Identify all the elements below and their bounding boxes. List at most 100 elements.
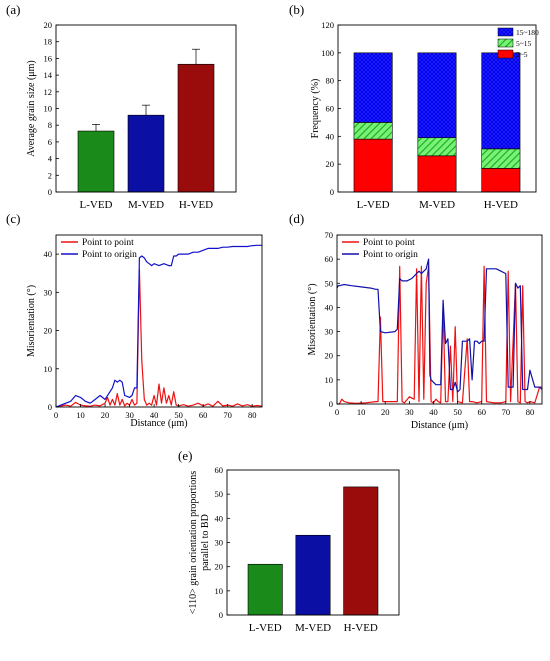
x-tick-label: 10 bbox=[76, 410, 85, 420]
x-category-label: M-VED bbox=[419, 199, 455, 211]
series-line-0 bbox=[55, 268, 263, 408]
y-axis-label: Misorientation (°) bbox=[307, 283, 318, 355]
y-tick-label: 0 bbox=[48, 187, 52, 197]
stack-segment bbox=[417, 155, 457, 193]
y-axis-label: Misorientation (°) bbox=[26, 285, 37, 357]
plot-frame bbox=[55, 234, 263, 408]
y-tick-label: 2 bbox=[48, 170, 52, 180]
x-tick-label: 0 bbox=[54, 410, 58, 420]
y-tick-label: 30 bbox=[325, 327, 334, 337]
panel-label: (e) bbox=[178, 448, 192, 463]
legend-label: Point to point bbox=[363, 238, 415, 248]
panel-label: (c) bbox=[6, 211, 20, 226]
y-tick-label: 20 bbox=[44, 326, 53, 336]
y-tick-label: 40 bbox=[44, 249, 53, 259]
legend-label: Point to origin bbox=[82, 250, 137, 260]
x-category-label: H-VED bbox=[179, 199, 213, 211]
x-tick-label: 50 bbox=[453, 407, 462, 417]
legend-label: Point to origin bbox=[363, 250, 418, 260]
y-axis-label-line: parallel to BD bbox=[200, 514, 211, 571]
y-tick-label: 50 bbox=[325, 278, 334, 288]
series-line-1 bbox=[336, 258, 543, 393]
x-tick-label: 60 bbox=[199, 410, 208, 420]
y-tick-label: 50 bbox=[215, 489, 224, 499]
bar-m-ved bbox=[295, 534, 331, 616]
stack-segment bbox=[417, 137, 457, 157]
y-tick-label: 0 bbox=[330, 187, 334, 197]
bar-h-ved bbox=[177, 63, 215, 193]
bar-m-ved bbox=[127, 114, 165, 193]
bar-l-ved bbox=[77, 130, 115, 193]
legend-label: 5~15 bbox=[516, 39, 532, 48]
x-tick-label: 70 bbox=[223, 410, 232, 420]
y-tick-label: 16 bbox=[44, 53, 53, 63]
x-tick-label: 40 bbox=[150, 410, 159, 420]
y-tick-label: 6 bbox=[48, 137, 52, 147]
x-tick-label: 30 bbox=[405, 407, 414, 417]
y-tick-label: 20 bbox=[44, 20, 53, 30]
y-tick-label: 18 bbox=[44, 37, 53, 47]
y-tick-label: 8 bbox=[48, 120, 52, 130]
panel-a: (a) 0 2 4 6 8 10 12 14 16 18 20 L-VED M-VED H-VED Avera… bbox=[6, 2, 237, 211]
legend-swatch bbox=[497, 38, 514, 48]
x-tick-label: 20 bbox=[101, 410, 110, 420]
y-tick-label: 60 bbox=[325, 254, 334, 264]
legend-label: 2~5 bbox=[516, 50, 528, 59]
y-tick-label: 10 bbox=[215, 586, 224, 596]
y-axis-label-line: <110> grain orientation proportions bbox=[188, 471, 199, 614]
panel-d: (d) 0 10 20 30 40 50 60 70 0 10 20 30 40 50 60 70 80 Dista… bbox=[289, 211, 543, 431]
x-tick-label: 30 bbox=[125, 410, 134, 420]
y-tick-label: 40 bbox=[326, 131, 335, 141]
legend-label: Point to point bbox=[82, 238, 134, 248]
stack-segment bbox=[481, 52, 521, 150]
y-tick-label: 80 bbox=[326, 76, 335, 86]
y-tick-label: 12 bbox=[44, 87, 53, 97]
x-category-label: M-VED bbox=[295, 622, 331, 634]
x-tick-label: 10 bbox=[357, 407, 366, 417]
x-tick-label: 50 bbox=[174, 410, 183, 420]
y-tick-label: 14 bbox=[44, 70, 53, 80]
y-tick-label: 20 bbox=[325, 351, 334, 361]
panel-label: (a) bbox=[6, 2, 20, 17]
y-tick-label: 120 bbox=[321, 20, 334, 30]
x-tick-label: 70 bbox=[502, 407, 511, 417]
y-tick-label: 0 bbox=[219, 610, 223, 620]
x-tick-label: 40 bbox=[429, 407, 438, 417]
y-tick-label: 20 bbox=[326, 159, 335, 169]
panel-c: (c) 0 10 20 30 40 0 10 20 30 40 50 60 70 80 Distance (μ… bbox=[6, 211, 263, 429]
stack-segment bbox=[481, 168, 521, 193]
x-tick-label: 60 bbox=[477, 407, 486, 417]
y-tick-label: 30 bbox=[215, 538, 224, 548]
x-tick-label: 80 bbox=[248, 410, 257, 420]
x-category-label: L-VED bbox=[249, 622, 282, 634]
y-axis-label: Average grain size (μm) bbox=[26, 60, 37, 157]
bar-l-ved bbox=[247, 563, 283, 616]
x-tick-label: 0 bbox=[335, 407, 339, 417]
y-tick-label: 30 bbox=[44, 287, 53, 297]
x-category-label: L-VED bbox=[357, 199, 390, 211]
x-category-label: L-VED bbox=[80, 199, 113, 211]
y-tick-label: 20 bbox=[215, 562, 224, 572]
y-tick-label: 0 bbox=[329, 399, 333, 409]
legend-swatch bbox=[497, 49, 514, 59]
panel-label: (b) bbox=[289, 2, 304, 17]
stack-segment bbox=[353, 138, 393, 193]
y-tick-label: 40 bbox=[325, 302, 334, 312]
x-tick-label: 80 bbox=[526, 407, 535, 417]
stack-segment bbox=[353, 122, 393, 140]
series-line-0 bbox=[337, 265, 542, 405]
y-tick-label: 60 bbox=[326, 104, 335, 114]
stack-segment bbox=[481, 148, 521, 169]
legend-swatch bbox=[497, 27, 514, 37]
series-line-1 bbox=[55, 244, 262, 408]
y-tick-label: 10 bbox=[325, 375, 334, 385]
panel-b: (b) 0 20 40 60 80 100 120 L-VED M-VED H-VED Frequen… bbox=[289, 2, 539, 211]
y-tick-label: 10 bbox=[44, 104, 53, 114]
y-tick-label: 100 bbox=[321, 48, 334, 58]
bar-h-ved bbox=[343, 486, 379, 616]
plot-frame bbox=[336, 234, 543, 405]
y-tick-label: 60 bbox=[215, 465, 224, 475]
stack-segment bbox=[353, 52, 393, 123]
y-tick-label: 4 bbox=[48, 154, 53, 164]
